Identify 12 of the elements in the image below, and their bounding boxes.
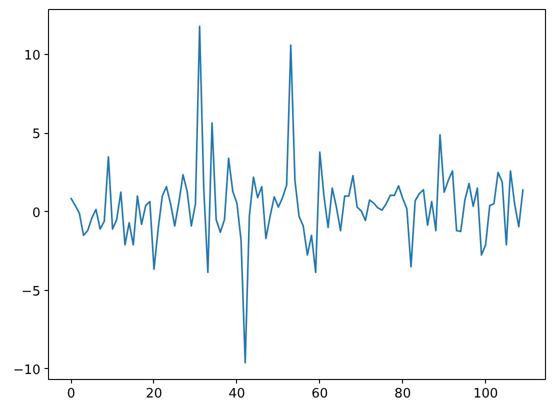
x-tick-label: 20 bbox=[146, 386, 162, 402]
x-tick-label: 60 bbox=[312, 386, 328, 402]
x-tick-label: 100 bbox=[473, 386, 498, 402]
x-tick-label: 0 bbox=[66, 386, 76, 402]
y-tick-label: −10 bbox=[13, 362, 41, 378]
y-tick-label: −5 bbox=[21, 284, 41, 300]
y-tick-label: 10 bbox=[24, 48, 41, 64]
y-tick-label: 0 bbox=[32, 206, 41, 221]
y-tick-label: 5 bbox=[32, 127, 41, 142]
x-tick-label: 80 bbox=[394, 386, 411, 402]
line-series bbox=[70, 26, 524, 364]
x-tick-label: 40 bbox=[228, 386, 246, 402]
